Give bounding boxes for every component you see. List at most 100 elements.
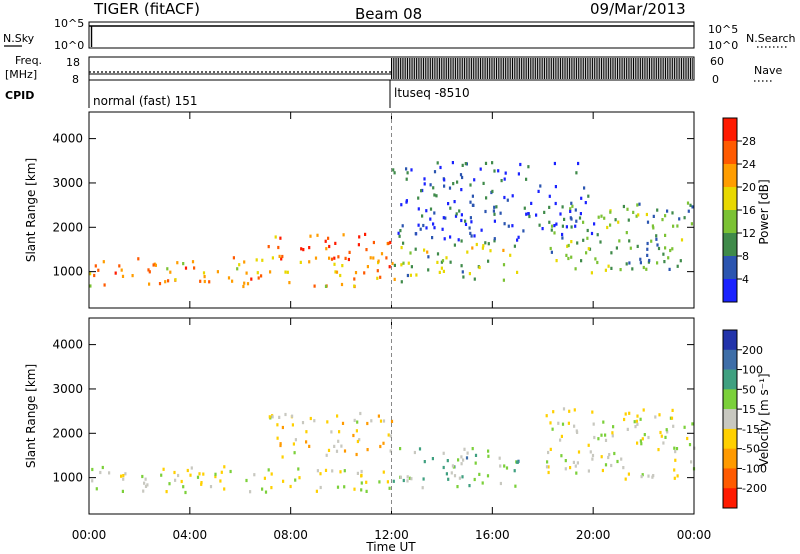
echo-cell <box>500 179 503 183</box>
echo-cell <box>609 223 612 227</box>
echo-cell <box>643 433 646 437</box>
echo-cell <box>103 283 106 287</box>
echo-cell <box>158 282 162 286</box>
echo-cell <box>580 196 583 200</box>
echo-cell <box>461 270 464 274</box>
echo-cell <box>356 471 359 475</box>
echo-cell <box>95 487 98 491</box>
echo-cell <box>299 260 302 264</box>
echo-cell <box>578 216 582 220</box>
echo-cell <box>271 256 274 260</box>
echo-cell <box>382 441 385 445</box>
echo-cell <box>400 246 403 250</box>
echo-cell <box>97 268 100 272</box>
echo-cell <box>474 453 478 457</box>
echo-cell <box>647 435 650 440</box>
echo-cell <box>131 274 134 278</box>
echo-cell <box>589 450 592 454</box>
echo-cell <box>582 220 585 224</box>
echo-cell <box>587 443 590 447</box>
echo-cell <box>417 207 420 211</box>
echo-cell <box>366 265 369 269</box>
echo-cell <box>492 209 495 213</box>
echo-cell <box>148 282 151 286</box>
echo-cell <box>89 272 92 276</box>
echo-cell <box>537 189 540 193</box>
echo-cell <box>596 260 599 265</box>
colorbar-swatch <box>723 409 737 430</box>
cpid-row: CPID normal (fast) 151 ltuseq -8510 <box>5 80 470 108</box>
echo-cell <box>153 262 156 266</box>
echo-cell <box>459 173 463 177</box>
echo-cell <box>469 231 472 235</box>
echo-cell <box>597 215 600 219</box>
echo-cell <box>648 258 651 263</box>
echo-cell <box>387 433 390 437</box>
nsky-tick-top: 10^5 <box>54 17 84 30</box>
echo-cell <box>493 205 496 209</box>
echo-cell <box>261 258 264 262</box>
echo-cell <box>686 201 690 205</box>
echo-cell <box>387 241 390 245</box>
echo-cell <box>397 231 400 235</box>
echo-cell <box>616 459 619 464</box>
echo-cell <box>292 442 295 446</box>
echo-cell <box>164 280 167 284</box>
echo-cell <box>121 274 125 278</box>
date-title: 09/Mar/2013 <box>590 0 686 18</box>
echo-cell <box>587 247 590 251</box>
echo-cell <box>609 210 612 214</box>
echo-cell <box>365 480 368 484</box>
freq-label-1: Freq. <box>15 54 42 67</box>
echo-cell <box>456 180 459 184</box>
y-tick-label: 4000 <box>52 132 83 146</box>
echo-cell <box>427 268 430 272</box>
echo-cell <box>177 473 180 478</box>
echo-cell <box>480 228 483 232</box>
echo-cell <box>600 455 603 459</box>
echo-cell <box>607 264 610 268</box>
echo-cell <box>167 279 170 283</box>
echo-cell <box>340 444 343 448</box>
echo-cell <box>291 414 294 418</box>
echo-cell <box>423 177 426 181</box>
echo-cell <box>409 273 412 277</box>
echo-cell <box>611 431 614 435</box>
echo-cell <box>242 284 245 289</box>
echo-cell <box>190 466 193 470</box>
echo-cell <box>414 232 417 236</box>
echo-cell <box>353 418 356 422</box>
echo-cell <box>460 213 463 217</box>
echo-cell <box>473 277 476 281</box>
colorbar-swatch <box>723 210 737 234</box>
echo-cell <box>391 261 394 266</box>
echo-cell <box>573 424 576 428</box>
echo-cell <box>625 262 628 266</box>
y-tick-label: 3000 <box>52 176 83 190</box>
echo-cell <box>388 486 391 490</box>
echo-cell <box>489 249 492 253</box>
echo-cell <box>487 242 490 246</box>
colorbar-swatch <box>723 141 737 165</box>
echo-cell <box>577 450 581 454</box>
colorbar-frame <box>722 329 738 509</box>
echo-cell <box>646 241 649 246</box>
echo-cell <box>325 247 328 251</box>
echo-cell <box>144 484 148 488</box>
echo-cell <box>634 425 637 429</box>
echo-cell <box>528 214 531 219</box>
echo-cell <box>400 263 403 267</box>
echo-cell <box>94 264 97 268</box>
echo-cell <box>582 238 585 242</box>
echo-cell <box>580 259 583 263</box>
echo-cell <box>474 461 477 465</box>
echo-cell <box>118 264 121 268</box>
echo-cell <box>263 476 266 480</box>
echo-cell <box>400 203 403 207</box>
echo-cell <box>680 238 684 242</box>
colorbar-swatch <box>723 256 737 280</box>
echo-cell <box>380 252 384 256</box>
echo-cell <box>324 239 327 243</box>
echo-cell <box>487 454 490 458</box>
echo-cell <box>539 184 542 188</box>
